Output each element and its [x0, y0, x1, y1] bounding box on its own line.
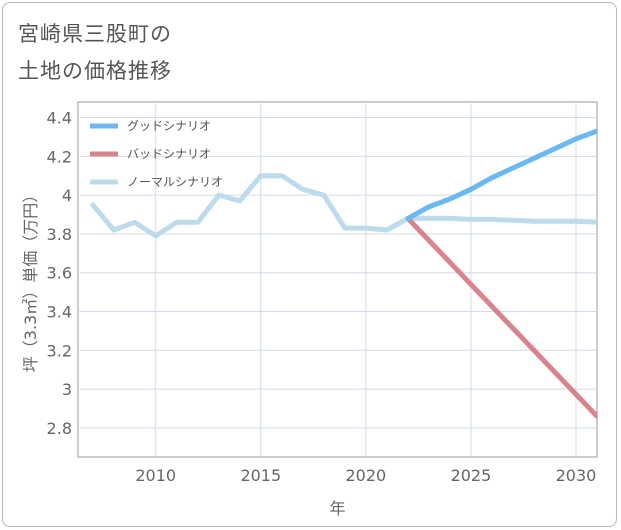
y-tick-label: 3.6	[47, 264, 72, 283]
legend-label-bad: バッドシナリオ	[127, 147, 211, 161]
y-tick-label: 4.2	[47, 147, 72, 166]
x-tick-label: 2010	[135, 466, 176, 485]
legend-label-normal: ノーマルシナリオ	[127, 175, 223, 189]
chart-title-line2: 土地の価格推移	[18, 59, 172, 83]
plot-area	[77, 101, 598, 458]
legend-label-good: グッドシナリオ	[127, 119, 211, 133]
y-tick-label: 4.4	[47, 109, 72, 128]
y-tick-label: 3	[62, 380, 72, 399]
y-tick-label: 3.2	[47, 341, 72, 360]
x-tick-label: 2015	[240, 466, 281, 485]
y-tick-label: 3.4	[47, 303, 72, 322]
x-axis-label: 年	[329, 499, 345, 518]
y-tick-label: 3.8	[47, 225, 72, 244]
x-tick-label: 2025	[451, 466, 492, 485]
y-tick-labels: 2.8 3 3.2 3.4 3.6 3.8 4 4.2 4.4	[47, 109, 72, 438]
y-axis-label: 坪（3.3㎡）単価（万円）	[21, 187, 40, 372]
y-gridlines	[78, 117, 597, 429]
series-layer	[90, 128, 597, 419]
y-tick-label: 2.8	[47, 419, 72, 438]
chart-title-line1: 宮崎県三股町の	[18, 22, 172, 46]
series-line-good	[405, 128, 597, 221]
x-tick-labels: 2010 2015 2020 2025 2030	[135, 466, 596, 485]
series-line-bad	[405, 215, 597, 419]
x-tick-label: 2020	[346, 466, 387, 485]
x-tick-label: 2030	[556, 466, 597, 485]
y-tick-label: 4	[62, 186, 72, 205]
series-line-normal	[90, 173, 597, 239]
